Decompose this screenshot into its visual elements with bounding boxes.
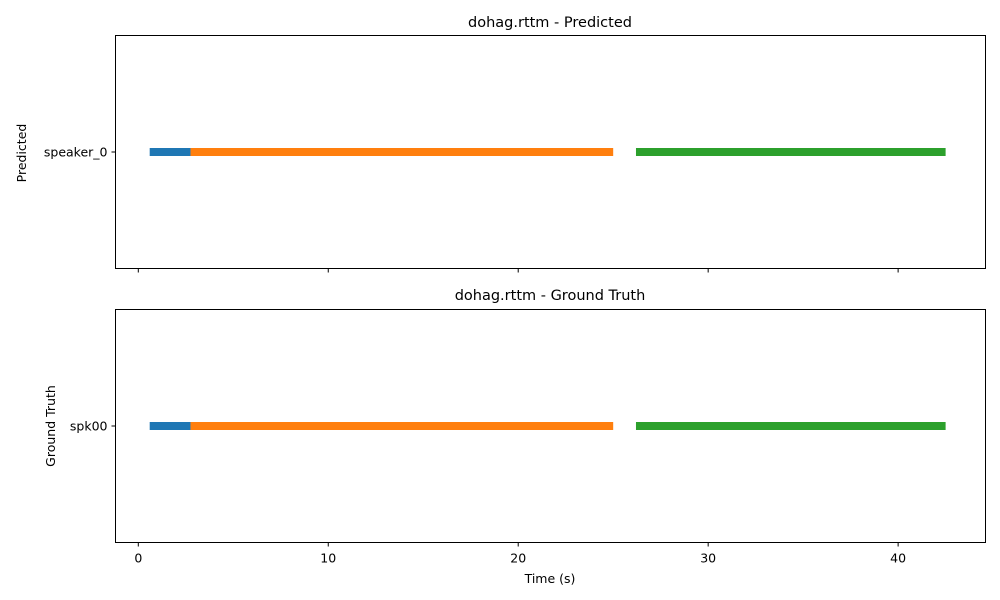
plot-frame bbox=[115, 35, 986, 269]
x-tick-label: 10 bbox=[320, 551, 336, 566]
x-tick-label: 0 bbox=[134, 551, 142, 566]
y-ticks: spk00 bbox=[70, 419, 116, 434]
x-tick-label: 30 bbox=[700, 551, 716, 566]
predicted-panel: dohag.rttm - Predicted Predicted speaker… bbox=[14, 15, 986, 273]
plot-frame bbox=[115, 309, 986, 543]
x-ticks: 0 10 20 30 40 bbox=[134, 542, 906, 566]
x-axis-label: Time (s) bbox=[524, 571, 576, 586]
x-tick-label: 20 bbox=[510, 551, 526, 566]
y-tick-label: speaker_0 bbox=[44, 145, 108, 160]
ground-truth-panel: dohag.rttm - Ground Truth Ground Truth s… bbox=[43, 288, 986, 586]
panel-title: dohag.rttm - Ground Truth bbox=[455, 288, 646, 304]
panel-title: dohag.rttm - Predicted bbox=[468, 15, 632, 31]
x-ticks bbox=[137, 268, 899, 273]
x-tick-label: 40 bbox=[890, 551, 906, 566]
y-ticks: speaker_0 bbox=[44, 145, 116, 160]
y-tick-label: spk00 bbox=[70, 419, 108, 434]
y-axis-label: Ground Truth bbox=[43, 385, 58, 467]
y-axis-label: Predicted bbox=[14, 124, 29, 183]
